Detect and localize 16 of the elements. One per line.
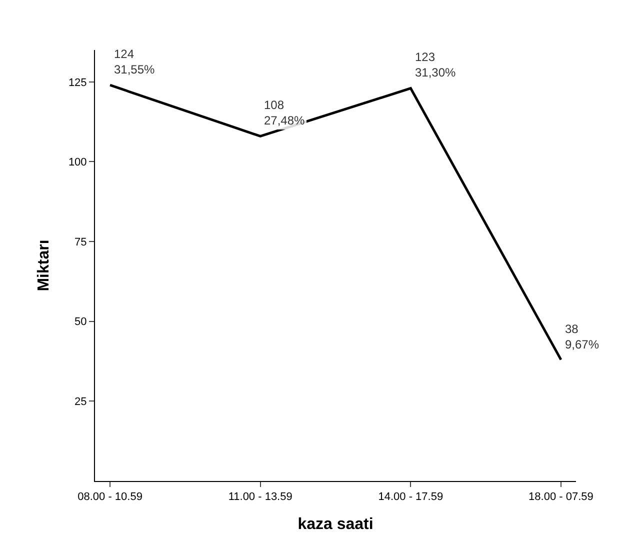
data-label: 124 31,55% [114, 47, 156, 77]
data-label: 108 27,48% [264, 98, 306, 128]
data-label: 123 31,30% [415, 50, 456, 80]
y-tick-label: 25 [74, 396, 87, 408]
x-tick-label: 11.00 - 13.59 [228, 491, 292, 504]
line-series [108, 84, 562, 361]
x-tick-label: 14.00 - 17.59 [378, 491, 444, 504]
x-tick-label: 08.00 - 10.59 [78, 491, 142, 504]
y-axis-title: Miktarı [35, 240, 52, 292]
y-tick-label: 125 [68, 76, 87, 89]
x-tick-label: 18.00 - 07.59 [528, 491, 594, 504]
y-tick-label: 75 [74, 236, 87, 248]
x-axis-title: kaza saati [298, 516, 374, 533]
y-tick-label: 100 [68, 156, 87, 169]
data-label: 38 9,67% [565, 322, 600, 352]
y-tick-label: 50 [74, 316, 87, 328]
